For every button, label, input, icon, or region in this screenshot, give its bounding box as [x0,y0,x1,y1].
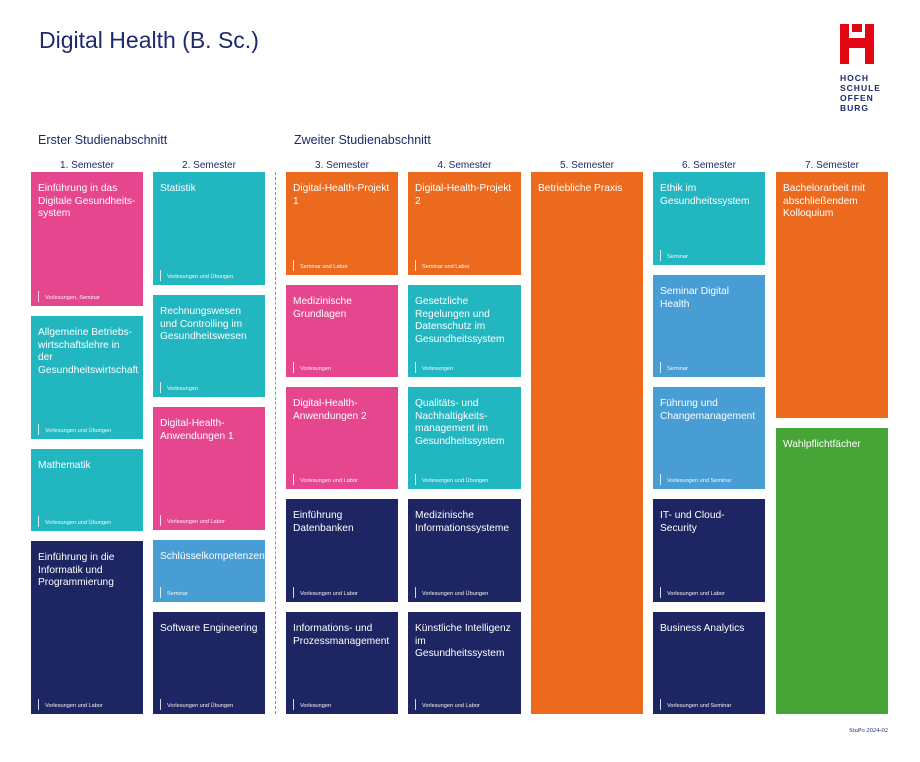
module-format: Vorlesungen und Übungen [159,270,234,281]
module-format: Vorlesungen und Übungen [37,424,112,435]
module-card[interactable]: Allgemeine Betriebs-wirtschaftslehre in … [31,316,143,439]
module-card[interactable]: Einführung Datenbanken Vorlesungen und L… [286,499,398,602]
module-title: Medizinische Grundlagen [293,296,352,320]
module-card[interactable]: Medizinische Grundlagen Vorlesungen [286,285,398,377]
section-divider [275,172,276,714]
module-title: Qualitäts- und Nachhaltigkeits-managemen… [415,398,505,447]
module-title: Einführung in die Informatik und Program… [38,552,115,589]
module-card[interactable]: Qualitäts- und Nachhaltigkeits-managemen… [408,387,521,489]
module-card[interactable]: Führung und Changemanagement Vorlesungen… [653,387,765,489]
module-format: Vorlesungen und Labor [160,515,225,526]
module-title: Bachelorarbeit mit abschließendem Kolloq… [783,183,866,220]
module-title: Allgemeine Betriebs-wirtschaftslehre in … [38,327,139,376]
module-card[interactable]: Software Engineering Vorlesungen und Übu… [153,612,265,714]
module-title: Digital-Health-Projekt 2 [415,183,512,207]
module-format: Vorlesungen und Labor [660,587,725,598]
module-format: Seminar [160,587,188,598]
module-format: Vorlesungen [159,382,199,393]
module-card[interactable]: Bachelorarbeit mit abschließendem Kolloq… [776,172,888,418]
module-card[interactable]: Einführung in die Informatik und Program… [31,541,143,714]
module-format: Seminar und Labor [415,260,470,271]
module-card[interactable]: Schlüsselkompetenzen Seminar [153,540,265,602]
module-title: Führung und Changemanagement [660,398,756,422]
module-card[interactable]: Business Analytics Vorlesungen und Semin… [653,612,765,714]
module-card[interactable]: IT- und Cloud-Security Vorlesungen und L… [653,499,765,602]
module-format: Vorlesungen und Labor [293,587,358,598]
module-title: Business Analytics [660,623,745,634]
module-title: Schlüsselkompetenzen [160,551,265,562]
module-format: Vorlesungen, Seminar [37,291,101,302]
module-format: Vorlesungen und Übungen [414,587,489,598]
module-card[interactable]: Digital-Health-Anwendungen 1 Vorlesungen… [153,407,265,530]
module-format: Vorlesungen und Seminar [659,699,732,710]
module-card[interactable]: Gesetzliche Regelungen und Datenschutz i… [408,285,521,377]
module-title: Mathematik [38,460,91,471]
module-format: Vorlesungen [292,699,332,710]
module-card[interactable]: Einführung in das Digitale Gesundheits-s… [31,172,143,306]
module-format: Vorlesungen und Übungen [414,474,489,485]
module-title: Gesetzliche Regelungen und Datenschutz i… [415,296,505,345]
module-title: Digital-Health-Projekt 1 [293,183,390,207]
logo-text: HOCH SCHULE OFFEN BURG [840,73,881,113]
module-format: Vorlesungen und Labor [293,474,358,485]
module-format: Seminar [660,250,688,261]
module-title: Künstliche Intelligenz im Gesundheitssys… [415,623,511,660]
module-card[interactable]: Ethik im Gesundheitssystem Seminar [653,172,765,265]
module-card[interactable]: Statistik Vorlesungen und Übungen [153,172,265,285]
module-format: Vorlesungen [414,362,454,373]
module-title: Software Engineering [160,623,258,634]
page-title: Digital Health (B. Sc.) [39,27,259,53]
module-title: Einführung Datenbanken [293,510,354,534]
module-format: Vorlesungen [292,362,332,373]
module-format: Vorlesungen und Übungen [159,699,234,710]
module-title: Rechnungswesen und Controlling im Gesund… [160,306,247,343]
module-title: Digital-Health-Anwendungen 1 [160,418,234,442]
module-title: IT- und Cloud-Security [660,510,725,534]
module-title: Einführung in das Digitale Gesundheits-s… [38,183,136,220]
module-format: Vorlesungen und Labor [415,699,480,710]
module-title: Digital-Health-Anwendungen 2 [293,398,367,422]
module-title: Statistik [160,183,196,194]
module-title: Informations- und Prozessmanagement [293,623,390,647]
module-card[interactable]: Künstliche Intelligenz im Gesundheitssys… [408,612,521,714]
section-second: Zweiter Studienabschnitt [294,133,431,147]
version-label: StuPo 2024-02 [849,727,888,734]
section-first: Erster Studienabschnitt [38,133,168,147]
module-card[interactable]: Mathematik Vorlesungen und Übungen [31,449,143,531]
module-card[interactable]: Digital-Health-Projekt 1 Seminar und Lab… [286,172,398,275]
logo-h-icon [840,24,874,64]
module-card[interactable]: Digital-Health-Anwendungen 2 Vorlesungen… [286,387,398,489]
module-title: Ethik im Gesundheitssystem [660,183,750,207]
module-title: Seminar Digital Health [660,286,730,310]
module-title: Betriebliche Praxis [538,183,623,194]
module-card[interactable]: Digital-Health-Projekt 2 Seminar und Lab… [408,172,521,275]
module-card[interactable]: Informations- und Prozessmanagement Vorl… [286,612,398,714]
module-card[interactable]: Medizinische Informationssysteme Vorlesu… [408,499,521,602]
module-format: Vorlesungen und Seminar [659,474,732,485]
module-format: Seminar und Labor [293,260,348,271]
module-card[interactable]: Seminar Digital Health Seminar [653,275,765,377]
module-format: Vorlesungen und Labor [38,699,103,710]
module-card[interactable]: Betriebliche Praxis [531,172,643,714]
module-format: Vorlesungen und Übungen [37,516,112,527]
module-format: Seminar [660,362,688,373]
module-title: Medizinische Informationssysteme [415,510,509,534]
module-title: Wahlpflichtfächer [783,439,861,450]
module-card[interactable]: Rechnungswesen und Controlling im Gesund… [153,295,265,397]
module-card[interactable]: Wahlpflichtfächer [776,428,888,714]
hochschule-offenburg-logo: HOCH SCHULE OFFEN BURG [840,24,880,113]
